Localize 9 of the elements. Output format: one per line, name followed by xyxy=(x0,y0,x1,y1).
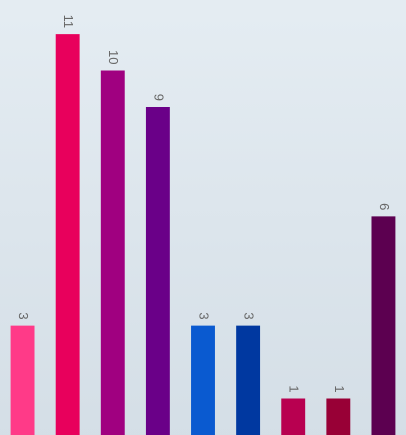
data-label: 6 xyxy=(376,203,392,210)
data-label: 3 xyxy=(242,312,257,320)
data-label: 1 xyxy=(286,385,302,393)
data-label: 1 xyxy=(332,385,347,393)
data-label: 10 xyxy=(106,50,122,65)
data-label: 3 xyxy=(196,312,212,320)
data-label: 11 xyxy=(61,14,76,28)
data-label: 9 xyxy=(151,94,166,101)
data-label: 3 xyxy=(16,312,31,320)
